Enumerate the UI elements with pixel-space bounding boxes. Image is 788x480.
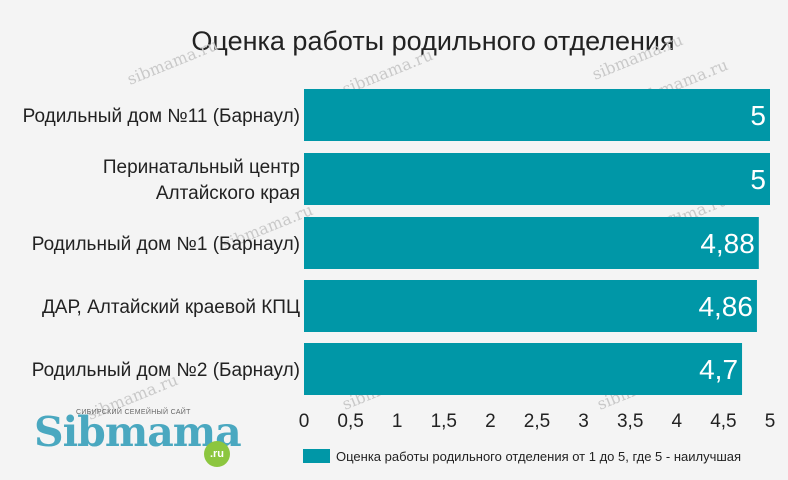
value-labels: 5 5 4,88 4,86 4,7	[698, 100, 766, 385]
x-tick-label: 3	[578, 411, 589, 432]
x-tick-label: 4,5	[710, 411, 736, 432]
data-label: 4,88	[700, 228, 755, 259]
data-label: 5	[750, 100, 766, 131]
logo-suffix-badge: .ru	[204, 441, 230, 467]
category-label: Родильный дом №2 (Барнаул)	[32, 360, 300, 381]
category-label: Перинатальный центр	[103, 157, 300, 178]
bar[interactable]	[304, 153, 770, 205]
bar[interactable]	[304, 280, 757, 332]
legend-label: Оценка работы родильного отделения от 1 …	[336, 449, 741, 464]
x-tick-label: 0,5	[337, 411, 363, 432]
x-tick-label: 1,5	[431, 411, 457, 432]
x-axis-ticks: 0 0,5 1 1,5 2 2,5 3 3,5 4 4,5 5	[299, 411, 776, 432]
category-labels: Родильный дом №11 (Барнаул) Перинатальный…	[23, 106, 300, 381]
x-tick-label: 0	[299, 411, 310, 432]
x-tick-label: 3,5	[617, 411, 643, 432]
bar[interactable]	[304, 89, 770, 141]
bar[interactable]	[304, 343, 743, 395]
data-label: 5	[750, 164, 766, 195]
x-tick-label: 2	[485, 411, 496, 432]
x-tick-label: 4	[672, 411, 683, 432]
watermark-text: sibmama.ru	[124, 35, 220, 89]
legend[interactable]: Оценка работы родильного отделения от 1 …	[303, 449, 741, 464]
x-tick-label: 2,5	[524, 411, 550, 432]
legend-swatch	[303, 449, 330, 463]
category-label: ДАР, Алтайский краевой КПЦ	[42, 297, 300, 318]
category-label: Родильный дом №1 (Барнаул)	[32, 234, 300, 255]
x-tick-label: 1	[392, 411, 403, 432]
chart-title: Оценка работы родильного отделения	[191, 26, 675, 56]
data-label: 4,86	[698, 291, 753, 322]
x-tick-label: 5	[765, 411, 776, 432]
bars-group	[304, 89, 770, 395]
bar[interactable]	[304, 217, 759, 269]
data-label: 4,7	[699, 354, 738, 385]
category-label: Алтайского края	[156, 183, 300, 204]
logo-tagline: СИБИРСКИЙ СЕМЕЙНЫЙ САЙТ	[76, 409, 191, 416]
category-label: Родильный дом №11 (Барнаул)	[23, 106, 300, 127]
